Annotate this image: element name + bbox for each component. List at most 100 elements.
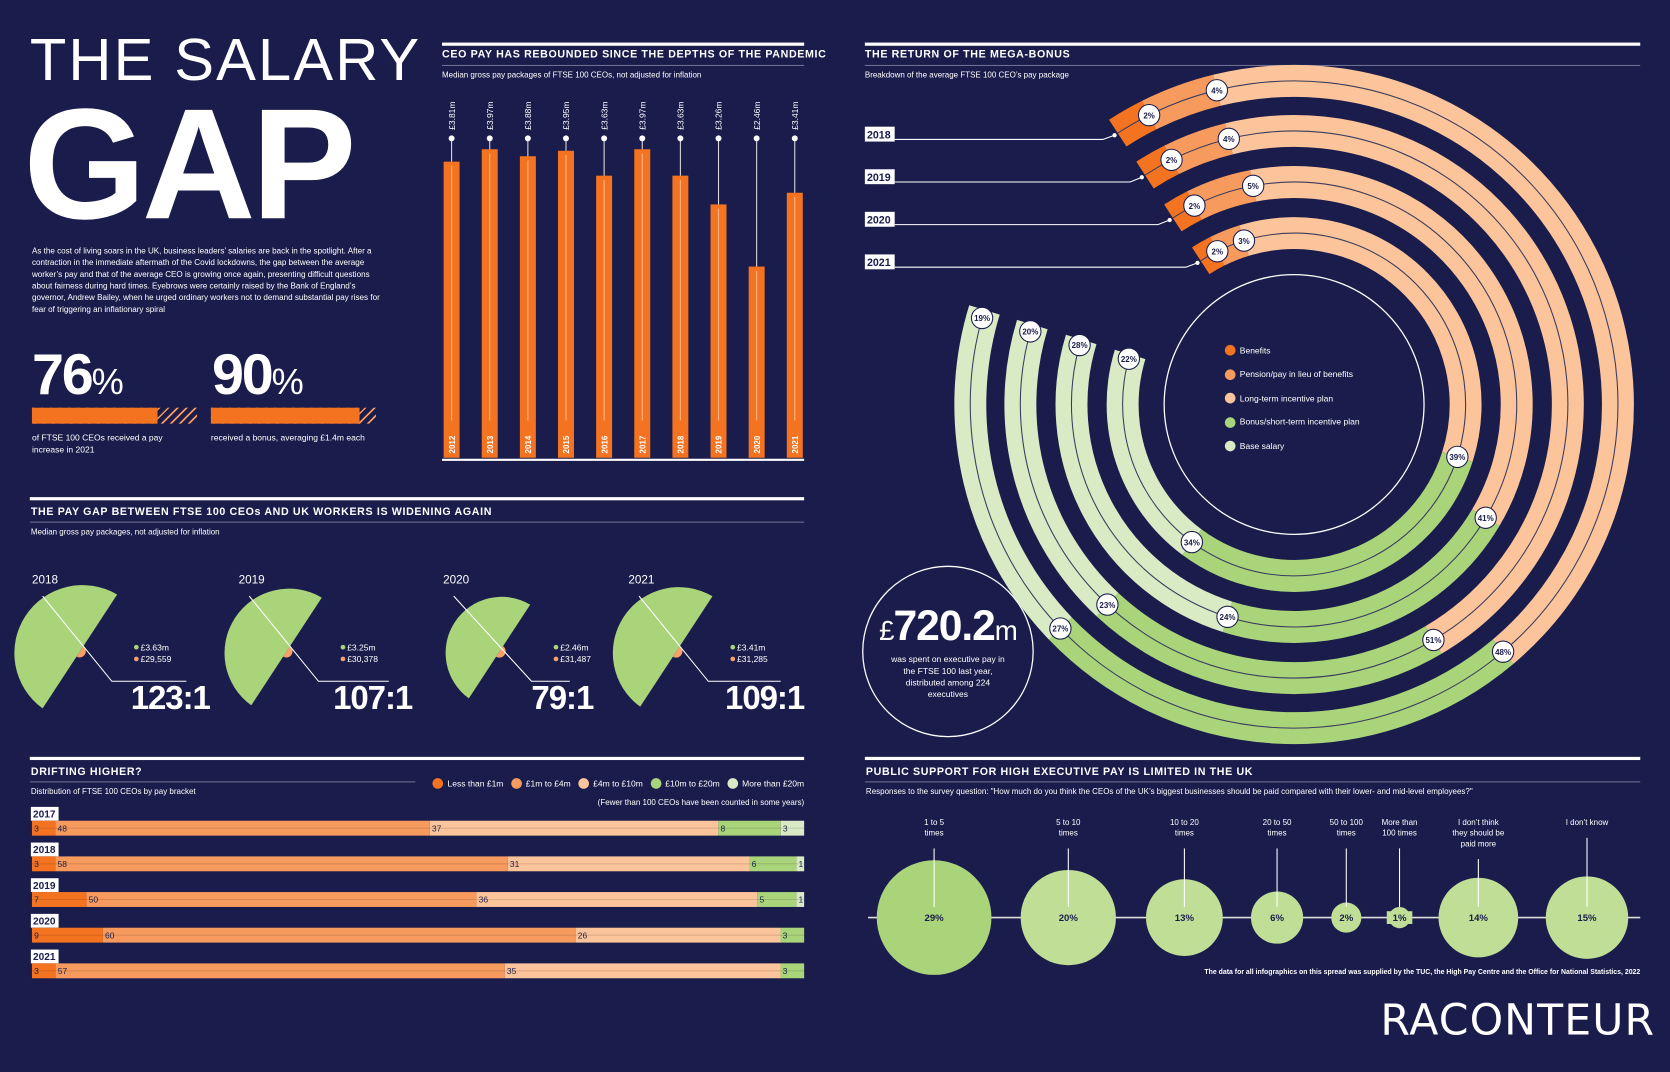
bubble-category-line: times: [925, 829, 944, 838]
ring-value-badge: [1160, 148, 1183, 172]
divider: [29, 521, 805, 523]
divider: [864, 781, 1641, 783]
intro-paragraph: As the cost of living soars in the UK, b…: [31, 245, 380, 315]
segment-value: 60: [105, 930, 115, 940]
bubble-category-label: More than 100 times: [1382, 818, 1418, 838]
bar-2015: [558, 150, 574, 458]
worker-pay-label: £29,559: [141, 654, 172, 664]
bar-value-label: £3.26m: [714, 102, 724, 130]
bar-year-label: 2021: [791, 435, 800, 453]
ring-year-tag-bg: [864, 126, 895, 142]
ring-centerline: [1070, 181, 1518, 628]
segment-value: 50: [89, 895, 99, 905]
bubble-4: [1331, 902, 1362, 933]
legend-swatch: [1224, 368, 1236, 380]
ring-legend-item: Pension/pay in lieu of benefits: [1224, 368, 1353, 380]
bubble-6: [1438, 877, 1519, 958]
ring-value-badge: [1180, 530, 1204, 554]
ring-value-label: 41%: [1478, 514, 1494, 523]
bubble-label-bg: [1264, 911, 1290, 924]
total-pay-text: was spent on executive pay in the FTSE 1…: [891, 654, 1005, 700]
stacked-segment-1: [55, 963, 505, 979]
ring-value-badge: [970, 306, 994, 330]
ceo-pay-title: CEO PAY HAS REBOUNDED SINCE THE DEPTHS O…: [442, 48, 827, 61]
ceo-pay-label: £2.46m: [560, 642, 588, 652]
worker-pay-label: £31,285: [737, 654, 768, 664]
ceo-pay-subtitle: Median gross pay packages of FTSE 100 CE…: [442, 70, 702, 80]
ring-value-label: 27%: [1052, 625, 1068, 634]
bar-value-label: £3.88m: [523, 102, 533, 130]
ring-year-tag: 2021: [867, 257, 891, 269]
amount-suffix: m: [994, 614, 1018, 647]
ring-value-badge: [1491, 640, 1515, 663]
drifting-note: (Fewer than 100 CEOs have been counted i…: [597, 797, 805, 807]
ring-value-label: 5%: [1247, 182, 1259, 191]
bubble-category-label: 10 to 20 times: [1170, 818, 1199, 838]
worker-pay-semicircle-2019: [283, 646, 293, 658]
bubble-category-line: they should be: [1452, 829, 1504, 838]
segment-value: 48: [57, 823, 67, 833]
segment-value: 37: [432, 823, 442, 833]
ring-segment-2021-4: [1106, 349, 1202, 555]
bubble-category-line: 20 to 50: [1263, 818, 1292, 827]
segment-value: 26: [578, 930, 588, 940]
legend-label: Long-term incentive plan: [1239, 393, 1334, 403]
ring-value-badge: [1183, 194, 1206, 217]
bubble-value-label: 15%: [1577, 913, 1597, 924]
mega-bonus-subtitle: Breakdown of the average FTSE 100 CEO’s …: [864, 70, 1069, 80]
legend-label: Benefits: [1239, 345, 1271, 356]
segment-value: 3: [783, 966, 788, 976]
bubble-value-label: 14%: [1469, 913, 1489, 924]
bar-year-label: 2014: [524, 435, 533, 453]
bar-2020: [748, 266, 765, 458]
ring-value-badge: [1446, 445, 1469, 469]
ring-value-label: 4%: [1211, 86, 1223, 95]
ring-value-badge: [1205, 79, 1229, 102]
stat-90-number: 90%: [212, 346, 304, 403]
ring-value-label: 4%: [1223, 135, 1235, 144]
bar-value-label: £3.97m: [485, 102, 495, 130]
worker-pay-label: £31,487: [560, 654, 591, 664]
divider: [442, 42, 805, 46]
ring-value-badge: [1422, 628, 1445, 652]
year-tag: 2020: [33, 917, 56, 928]
ring-value-badge: [1241, 174, 1265, 198]
bubble-category-line: 5 to 10: [1056, 818, 1081, 827]
bar-value-dot: [601, 135, 608, 142]
bubble-category-line: More than: [1382, 818, 1418, 827]
ring-value-label: 20%: [1022, 328, 1038, 337]
bubble-category-line: 1 to 5: [924, 818, 945, 827]
worker-pay-semicircle-2020: [496, 646, 506, 658]
pay-gap-year: 2018: [32, 573, 58, 586]
legend-label: Less than £1m: [447, 778, 504, 789]
segment-value: 58: [57, 859, 67, 869]
divider: [864, 756, 1641, 761]
year-tag: 2018: [33, 845, 56, 856]
stacked-segment-2: [504, 963, 781, 979]
stat-90-value: 90: [211, 342, 274, 407]
legend-swatch: [578, 778, 589, 789]
ring-year-tag: 2020: [867, 215, 891, 227]
legend-item: £1m to £4m: [510, 778, 571, 789]
segment-value: 7: [34, 895, 39, 905]
ring-value-badge: [1049, 617, 1072, 640]
bubble-label-bg: [1386, 911, 1413, 924]
ring-value-badge: [1019, 320, 1042, 343]
stat-90-caption: received a bonus, averaging £1.4m each: [210, 433, 365, 443]
bubble-category-line: 50 to 100: [1330, 818, 1364, 827]
ceo-dot: [730, 644, 736, 650]
stacked-segment-0: [31, 963, 56, 979]
ring-year-tag: 2019: [867, 172, 891, 184]
ring-value-label: 24%: [1220, 613, 1236, 622]
stacked-segment-3: [718, 820, 781, 836]
legend-label: Pension/pay in lieu of benefits: [1239, 369, 1353, 379]
ring-centerline: [1122, 232, 1467, 577]
bar-year-label: 2013: [486, 435, 495, 453]
ring-year-leader: [894, 176, 1143, 183]
ring-legend-item: Base salary: [1224, 440, 1284, 452]
pay-ratio: 123:1: [131, 679, 211, 716]
ring-value-badge: [1206, 240, 1229, 263]
bubble-label-bg: [1574, 911, 1600, 924]
stacked-segment-3: [780, 927, 805, 943]
